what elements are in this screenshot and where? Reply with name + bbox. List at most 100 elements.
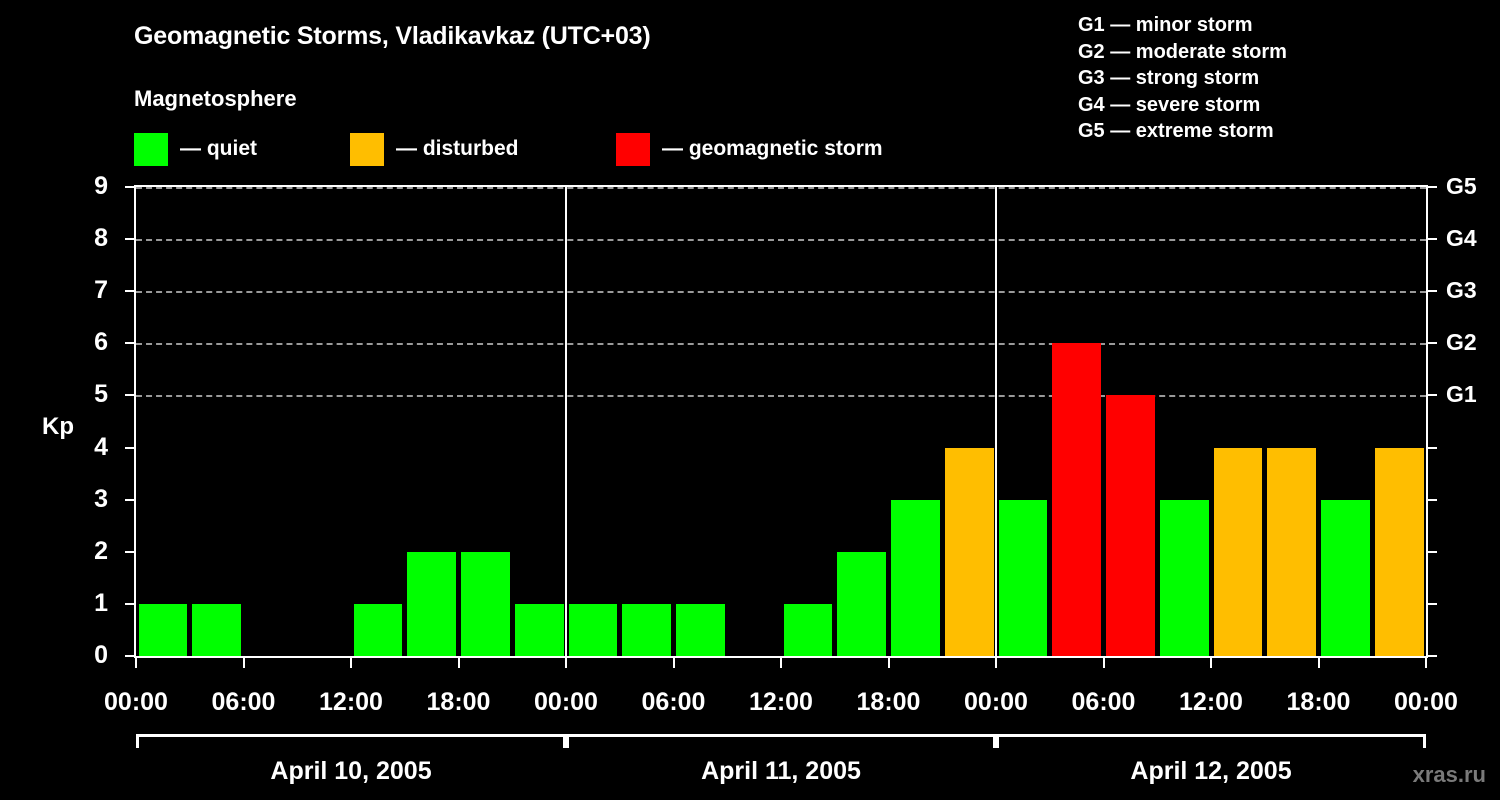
- g-scale-row-3: G3 — strong storm: [1078, 67, 1260, 89]
- y-label-right-G4: G4: [1446, 225, 1477, 252]
- bar-20: [1213, 447, 1263, 656]
- bar-14: [891, 499, 940, 656]
- x-label-2: 12:00: [319, 688, 383, 716]
- x-tick-4: [565, 658, 567, 668]
- y-tick-3: [125, 498, 134, 501]
- y-tick-5: [125, 394, 134, 397]
- legend-quiet-swatch: [134, 132, 168, 166]
- bar-22: [1321, 499, 1370, 656]
- bar-4: [353, 603, 403, 656]
- y-tick-right-7: [1428, 290, 1437, 293]
- y-tick-0: [125, 655, 134, 657]
- day-divider-2: [995, 187, 997, 656]
- bar-16: [998, 499, 1048, 656]
- y-tick-4: [125, 446, 134, 449]
- gridline-kp-7: [136, 291, 1426, 294]
- legend-disturbed-label: — disturbed: [396, 137, 519, 160]
- y-label-0: 0: [94, 641, 108, 669]
- y-tick-right-0: [1428, 655, 1437, 657]
- y-label-right-G3: G3: [1446, 277, 1477, 304]
- x-tick-5: [672, 658, 675, 668]
- x-tick-10: [1210, 658, 1212, 668]
- x-label-6: 12:00: [749, 688, 813, 716]
- y-tick-8: [125, 238, 134, 241]
- x-label-8: 00:00: [964, 688, 1028, 716]
- x-label-0: 00:00: [104, 688, 168, 716]
- date-bracket-3: [996, 734, 1426, 748]
- y-tick-7: [125, 290, 134, 293]
- date-label-3: April 12, 2005: [1130, 757, 1292, 785]
- x-label-1: 06:00: [211, 688, 276, 716]
- bar-18: [1106, 395, 1155, 656]
- y-tick-right-2: [1428, 550, 1437, 553]
- date-bracket-2: [566, 734, 996, 748]
- x-tick-11: [1317, 658, 1320, 668]
- bar-1: [192, 603, 241, 656]
- g-scale-row-5: G5 — extreme storm: [1078, 120, 1274, 142]
- y-label-7: 7: [94, 276, 108, 305]
- bar-9: [622, 603, 671, 656]
- y-label-right-G5: G5: [1446, 173, 1477, 199]
- x-label-12: 00:00: [1394, 688, 1458, 716]
- bar-19: [1159, 499, 1209, 656]
- bar-7: [514, 603, 564, 656]
- bar-21: [1267, 447, 1316, 656]
- legend-geomagnetic-storm: — geomagnetic storm: [616, 132, 883, 166]
- legend-geomagnetic-storm-label: — geomagnetic storm: [662, 137, 883, 160]
- x-tick-8: [995, 658, 997, 668]
- x-tick-9: [1102, 658, 1105, 668]
- y-tick-1: [125, 602, 134, 605]
- legend-disturbed: — disturbed: [350, 132, 519, 166]
- legend-quiet: — quiet: [134, 132, 257, 166]
- x-label-10: 12:00: [1179, 688, 1243, 716]
- g-scale-row-1: G1 — minor storm: [1078, 14, 1253, 36]
- y-tick-2: [125, 550, 134, 553]
- x-tick-1: [242, 658, 245, 668]
- y-label-4: 4: [94, 432, 108, 461]
- y-label-9: 9: [94, 172, 108, 200]
- x-tick-0: [135, 658, 137, 668]
- gridline-kp-9: [136, 187, 1426, 189]
- y-tick-right-5: [1428, 394, 1437, 397]
- y-label-6: 6: [94, 328, 108, 357]
- x-label-11: 18:00: [1286, 688, 1351, 716]
- x-label-7: 18:00: [856, 688, 921, 716]
- bar-0: [138, 603, 188, 656]
- gridline-kp-8: [136, 239, 1426, 242]
- bar-8: [568, 603, 618, 656]
- date-label-2: April 11, 2005: [701, 757, 861, 785]
- y-label-5: 5: [94, 380, 108, 409]
- bar-15: [944, 447, 994, 656]
- y-tick-right-6: [1428, 342, 1437, 345]
- y-tick-6: [125, 342, 134, 345]
- legend-disturbed-swatch: [350, 132, 384, 166]
- x-tick-3: [457, 658, 460, 668]
- x-label-5: 06:00: [641, 688, 706, 716]
- g-scale-row-2: G2 — moderate storm: [1078, 40, 1287, 63]
- chart-title: Geomagnetic Storms, Vladikavkaz (UTC+03): [134, 22, 651, 50]
- x-label-9: 06:00: [1071, 688, 1136, 716]
- x-tick-2: [350, 658, 352, 668]
- bar-12: [783, 603, 833, 656]
- y-label-1: 1: [94, 588, 108, 617]
- g-scale-row-4: G4 — severe storm: [1078, 93, 1261, 116]
- y-tick-9: [125, 186, 134, 188]
- bar-5: [407, 551, 456, 656]
- x-label-4: 00:00: [534, 688, 598, 716]
- g-scale-legend: G1 — minor storm G2 — moderate storm G3 — …: [1078, 12, 1287, 145]
- plot-area: [134, 185, 1428, 658]
- gridline-kp-5: [136, 395, 1426, 398]
- x-label-3: 18:00: [426, 688, 491, 716]
- y-axis-title: Kp: [42, 413, 74, 440]
- y-tick-right-3: [1428, 498, 1437, 501]
- x-tick-6: [780, 658, 782, 668]
- bar-10: [676, 603, 725, 656]
- legend-quiet-label: — quiet: [180, 137, 257, 160]
- x-tick-12: [1425, 658, 1427, 668]
- day-divider-1: [565, 187, 567, 656]
- y-tick-right-1: [1428, 602, 1437, 605]
- y-tick-right-4: [1428, 446, 1437, 449]
- watermark: xras.ru: [1412, 762, 1486, 787]
- y-tick-right-8: [1428, 238, 1437, 241]
- bar-6: [461, 551, 510, 656]
